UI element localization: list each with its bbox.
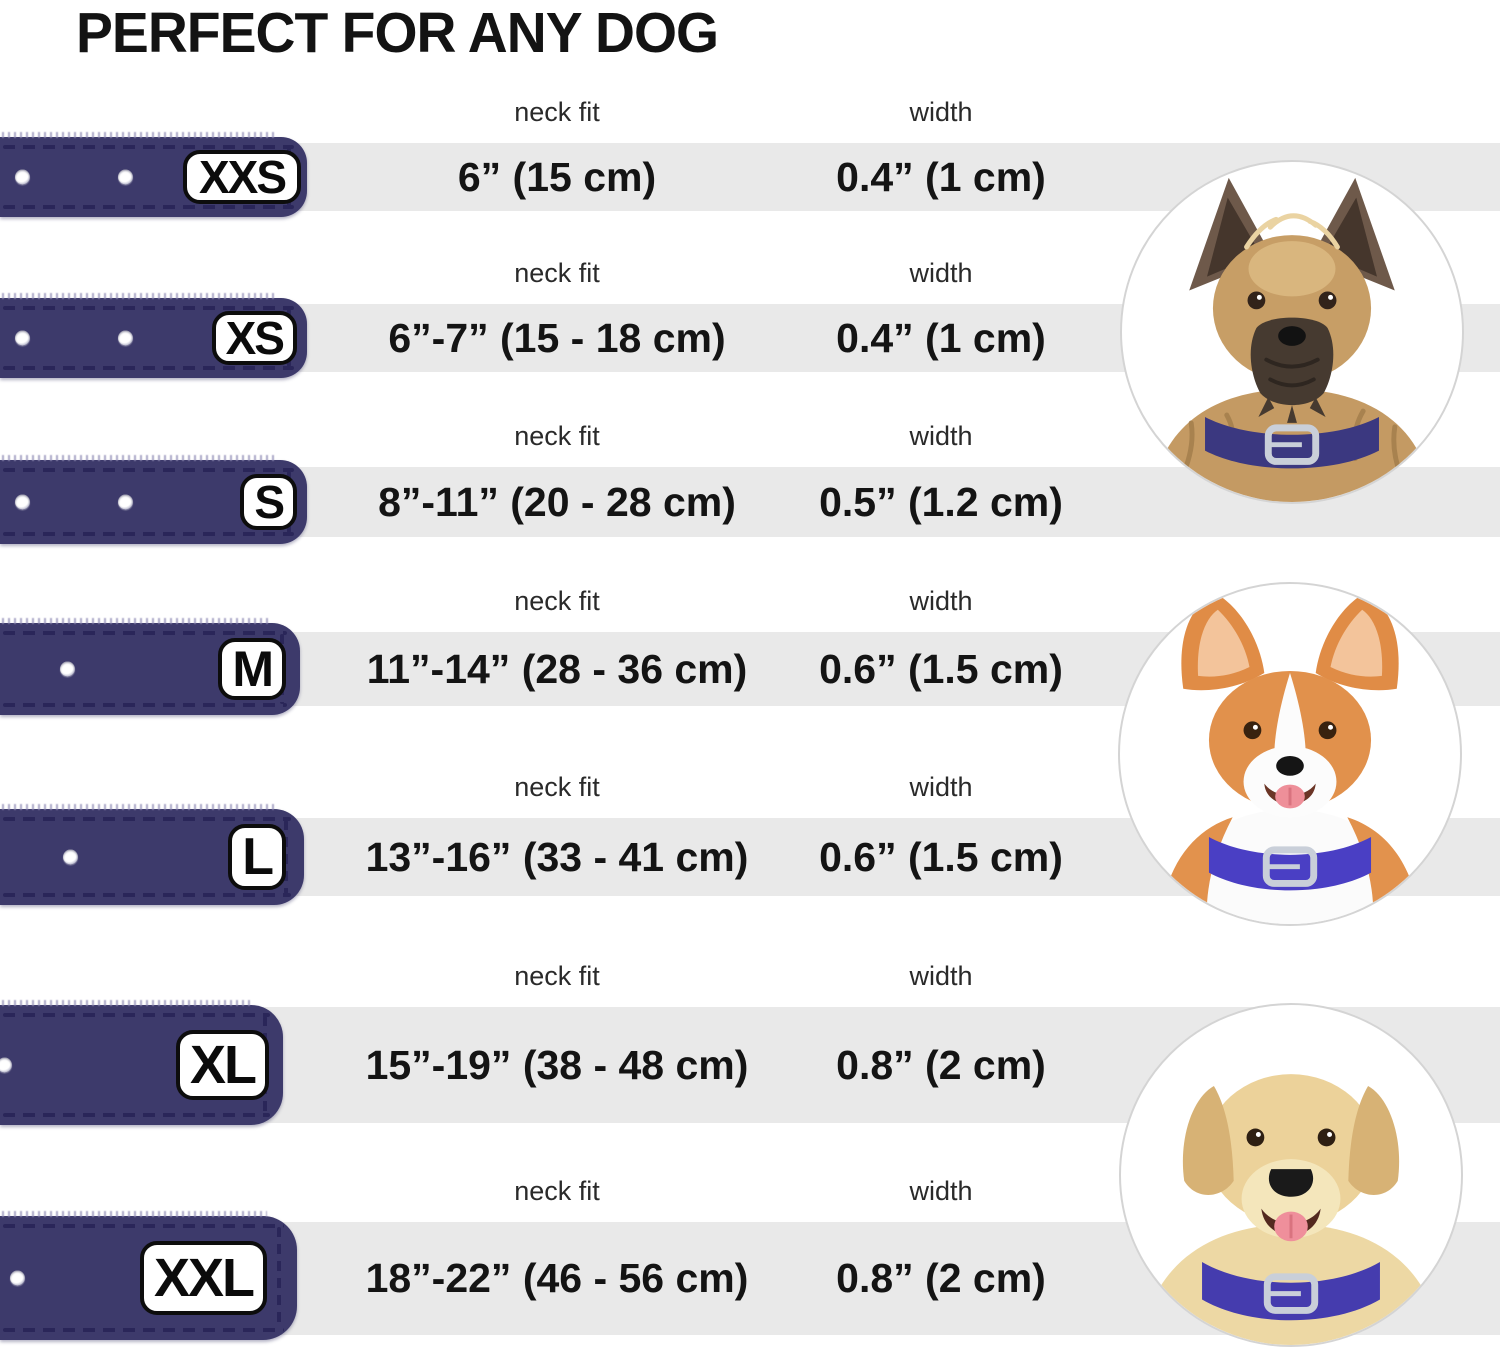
labrador-dog-photo [1119, 1003, 1463, 1347]
width-value: 0.6” (1.5 cm) [819, 833, 1063, 880]
collar-graphic-m: M [0, 618, 300, 715]
page-title: PERFECT FOR ANY DOG [76, 1, 719, 65]
collar-fuzz [2, 1211, 267, 1217]
terrier-dog-illustration [1151, 177, 1433, 502]
collar-stitch [3, 306, 294, 310]
size-badge-s: S [240, 474, 297, 530]
neck-fit-value: 15”-19” (38 - 48 cm) [365, 1041, 749, 1088]
column-header-neck-fit: neck fit [514, 96, 600, 127]
neck-fit-value: 13”-16” (33 - 41 cm) [365, 833, 749, 880]
collar-stitch [3, 817, 291, 821]
column-header-width: width [909, 1175, 973, 1206]
collar-graphic-l: L [0, 804, 304, 905]
width-value: 0.8” (2 cm) [836, 1041, 1046, 1088]
collar-hole [63, 849, 78, 865]
collar-fuzz [2, 293, 277, 299]
column-header-width: width [909, 257, 973, 288]
collar-graphic-xxl: XXL [0, 1211, 297, 1340]
collar-stitch [3, 631, 287, 635]
collar-stitch [3, 1224, 284, 1228]
collar-stitch [3, 893, 291, 897]
collar-hole [15, 494, 30, 510]
row-headers-s: neck fit width [0, 419, 1500, 453]
collar-graphic-xl: XL [0, 1000, 283, 1125]
collar-stitch [3, 468, 294, 472]
collar-stitch [3, 1113, 270, 1117]
collar-graphic-s: S [0, 455, 307, 544]
collar-stitch [3, 145, 294, 149]
collar-stitch [3, 205, 294, 209]
row-headers-l: neck fit width [0, 770, 1500, 804]
row-headers-xs: neck fit width [0, 256, 1500, 290]
column-header-neck-fit: neck fit [514, 257, 600, 288]
collar-fuzz [2, 132, 277, 138]
column-header-neck-fit: neck fit [514, 585, 600, 616]
collar-hole [118, 330, 133, 346]
neck-fit-value: 11”-14” (28 - 36 cm) [366, 645, 748, 692]
collar-hole [15, 330, 30, 346]
collar-fuzz [2, 1000, 253, 1006]
width-value: 0.8” (2 cm) [836, 1255, 1046, 1301]
neck-fit-value: 18”-22” (46 - 56 cm) [365, 1255, 749, 1301]
size-badge-m: M [218, 638, 286, 700]
column-header-width: width [909, 420, 973, 451]
column-header-width: width [909, 96, 973, 127]
collar-hole [118, 494, 133, 510]
column-header-neck-fit: neck fit [514, 420, 600, 451]
size-badge-xs: XS [211, 311, 297, 365]
width-value: 0.4” (1 cm) [836, 153, 1046, 200]
width-value: 0.6” (1.5 cm) [819, 645, 1063, 692]
width-value: 0.5” (1.2 cm) [819, 478, 1063, 525]
row-headers-m: neck fit width [0, 584, 1500, 618]
column-header-neck-fit: neck fit [514, 1175, 600, 1206]
column-header-width: width [909, 585, 973, 616]
size-badge-xxs: XXS [183, 150, 301, 204]
row-headers-xxl: neck fit width [0, 1174, 1500, 1208]
collar-stitch [3, 532, 294, 536]
collar-stitch [284, 820, 288, 894]
column-header-neck-fit: neck fit [514, 960, 600, 991]
size-badge-l: L [228, 824, 286, 890]
neck-fit-value: 8”-11” (20 - 28 cm) [378, 478, 736, 525]
collar-stitch [3, 703, 287, 707]
collar-stitch [3, 366, 294, 370]
column-header-neck-fit: neck fit [514, 771, 600, 802]
collar-stitch [277, 1227, 281, 1329]
collar-hole [10, 1270, 25, 1286]
row-headers-xl: neck fit width [0, 959, 1500, 993]
collar-hole [118, 169, 133, 185]
size-badge-xxl: XXL [139, 1241, 267, 1315]
size-badge-xl: XL [175, 1030, 269, 1100]
collar-hole [0, 1057, 12, 1073]
corgi-dog-photo [1118, 582, 1462, 926]
collar-graphic-xxs: XXS [0, 132, 307, 217]
column-header-width: width [909, 960, 973, 991]
collar-stitch [3, 1328, 284, 1332]
collar-fuzz [2, 455, 277, 461]
width-value: 0.4” (1 cm) [836, 314, 1046, 361]
collar-graphic-xs: XS [0, 293, 307, 378]
collar-stitch [3, 1013, 270, 1017]
column-header-width: width [909, 771, 973, 802]
collar-hole [15, 169, 30, 185]
collar-fuzz [2, 804, 274, 810]
terrier-dog-photo [1120, 160, 1464, 504]
row-headers-xxs: neck fit width [0, 95, 1500, 129]
neck-fit-value: 6” (15 cm) [457, 153, 657, 200]
labrador-dog-illustration [1140, 1074, 1442, 1345]
neck-fit-value: 6”-7” (15 - 18 cm) [388, 314, 726, 361]
collar-fuzz [2, 618, 270, 624]
corgi-dog-illustration [1159, 593, 1421, 924]
collar-hole [60, 661, 75, 677]
